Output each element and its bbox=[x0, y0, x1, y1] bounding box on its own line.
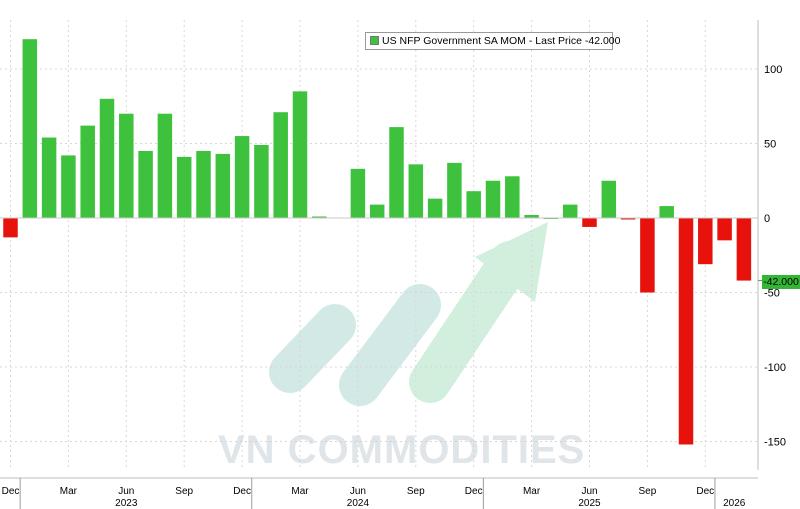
bar bbox=[254, 144, 269, 218]
x-tick-label: Jun bbox=[118, 486, 134, 497]
bar bbox=[234, 136, 250, 218]
y-tick-label: -50 bbox=[764, 288, 780, 300]
legend-label: US NFP Government SA MOM - Last Price -4… bbox=[382, 35, 621, 47]
year-label: 2026 bbox=[723, 498, 746, 509]
bar bbox=[312, 216, 327, 218]
x-tick-label: Mar bbox=[523, 486, 541, 497]
bar bbox=[389, 127, 404, 218]
y-tick-label: -100 bbox=[764, 362, 786, 374]
watermark-logo-icon bbox=[269, 222, 548, 406]
bar bbox=[196, 150, 211, 218]
bar bbox=[138, 150, 153, 218]
bar bbox=[408, 164, 424, 218]
bar bbox=[215, 153, 231, 218]
bar bbox=[447, 162, 462, 218]
bar bbox=[524, 215, 539, 218]
axes: 100 50 0 -50 -100 -150 Dec Mar Jun Sep Dec Mar Jun Se… bbox=[0, 20, 786, 509]
legend-swatch-icon bbox=[370, 36, 379, 45]
y-tick-label: -150 bbox=[764, 437, 786, 449]
last-value-label: -42.000 bbox=[762, 275, 800, 289]
legend: US NFP Government SA MOM - Last Price -4… bbox=[365, 32, 620, 50]
y-tick-label: 50 bbox=[764, 139, 776, 151]
x-tick-label: Jun bbox=[350, 486, 366, 497]
x-tick-label: Sep bbox=[175, 486, 193, 497]
year-label: 2023 bbox=[115, 498, 138, 509]
bar bbox=[369, 204, 385, 218]
y-tick-label: 100 bbox=[764, 64, 782, 76]
bars-group bbox=[3, 39, 752, 445]
bar bbox=[678, 218, 694, 445]
bar bbox=[119, 113, 134, 218]
bar bbox=[505, 176, 520, 218]
bar bbox=[157, 113, 173, 218]
watermark-text: VN COMMODITIES bbox=[218, 428, 586, 472]
x-tick-label: Mar bbox=[291, 486, 309, 497]
bar bbox=[466, 191, 481, 218]
bar bbox=[717, 218, 732, 241]
bar bbox=[659, 206, 674, 218]
year-label: 2024 bbox=[347, 498, 370, 509]
bar bbox=[99, 98, 115, 218]
bar bbox=[562, 204, 578, 218]
bar bbox=[41, 137, 57, 218]
x-tick-label: Mar bbox=[60, 486, 78, 497]
bar bbox=[273, 112, 288, 218]
year-label: 2025 bbox=[578, 498, 601, 509]
bar bbox=[601, 180, 617, 218]
bar bbox=[736, 218, 752, 281]
bar bbox=[620, 218, 636, 220]
bar bbox=[176, 156, 192, 218]
y-tick-label: 0 bbox=[764, 213, 770, 225]
bar bbox=[427, 198, 443, 218]
x-tick-label: Sep bbox=[407, 486, 425, 497]
x-tick-label: Dec bbox=[233, 486, 251, 497]
bar bbox=[3, 218, 18, 238]
x-tick-label: Dec bbox=[465, 486, 483, 497]
x-tick-label: Dec bbox=[696, 486, 714, 497]
bar bbox=[698, 218, 713, 265]
bar bbox=[485, 180, 501, 218]
bar bbox=[292, 91, 308, 218]
x-tick-label: Jun bbox=[581, 486, 597, 497]
bar bbox=[350, 168, 366, 218]
x-tick-label: Sep bbox=[639, 486, 657, 497]
bar bbox=[22, 39, 38, 219]
bar bbox=[582, 218, 597, 227]
x-tick-label: Dec bbox=[2, 486, 20, 497]
bar bbox=[80, 125, 95, 218]
bar bbox=[61, 155, 76, 218]
bar bbox=[640, 218, 655, 293]
